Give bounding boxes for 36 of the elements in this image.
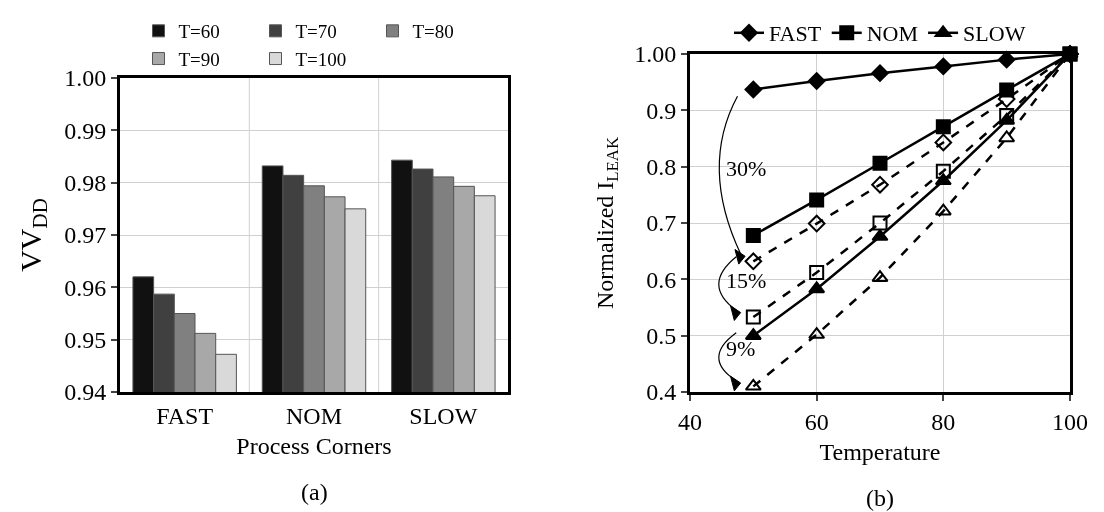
x-axis-title: Temperature: [819, 439, 941, 466]
legend-label: T=70: [295, 21, 337, 43]
x-tick-label: SLOW: [409, 402, 478, 429]
y-tick-label: 1.00: [634, 41, 677, 68]
x-tick-label: 60: [804, 408, 829, 435]
legend-label: T=60: [178, 21, 220, 43]
x-tick-label: 100: [1052, 408, 1088, 435]
legend-label: T=80: [412, 21, 454, 43]
text: (b): [866, 485, 894, 511]
x-tick-label: 40: [678, 408, 702, 435]
annotation: 9%: [726, 336, 756, 361]
legend-label: FAST: [769, 21, 822, 47]
legend-label: SLOW: [963, 21, 1026, 47]
y-tick-label: 0.95: [64, 327, 107, 354]
y-tick-label: 0.96: [64, 274, 107, 301]
x-tick-label: 80: [931, 408, 956, 435]
y-tick-label: 0.4: [646, 379, 677, 406]
y-tick-label: 0.9: [646, 97, 677, 124]
legend-label: NOM: [866, 21, 919, 47]
x-tick-label: FAST: [156, 402, 214, 429]
y-tick-label: 0.97: [64, 222, 107, 249]
legend-label: T=90: [178, 48, 220, 70]
y-tick-label: 0.6: [646, 266, 677, 293]
y-tick-label: 0.8: [646, 154, 677, 181]
y-tick-label: 0.99: [64, 117, 107, 144]
legend-label: T=100: [295, 48, 347, 70]
y-tick-label: 0.98: [64, 170, 107, 197]
y-tick-label: 1.00: [64, 65, 107, 92]
y-tick-label: 0.94: [64, 379, 107, 406]
y-tick-label: 0.7: [646, 210, 677, 237]
annotation: 30%: [726, 156, 767, 181]
x-axis-title: Process Corners: [236, 433, 392, 460]
y-tick-label: 0.5: [646, 323, 677, 350]
annotation: 15%: [726, 268, 767, 293]
x-tick-label: NOM: [285, 402, 343, 429]
text: (a): [301, 479, 328, 505]
